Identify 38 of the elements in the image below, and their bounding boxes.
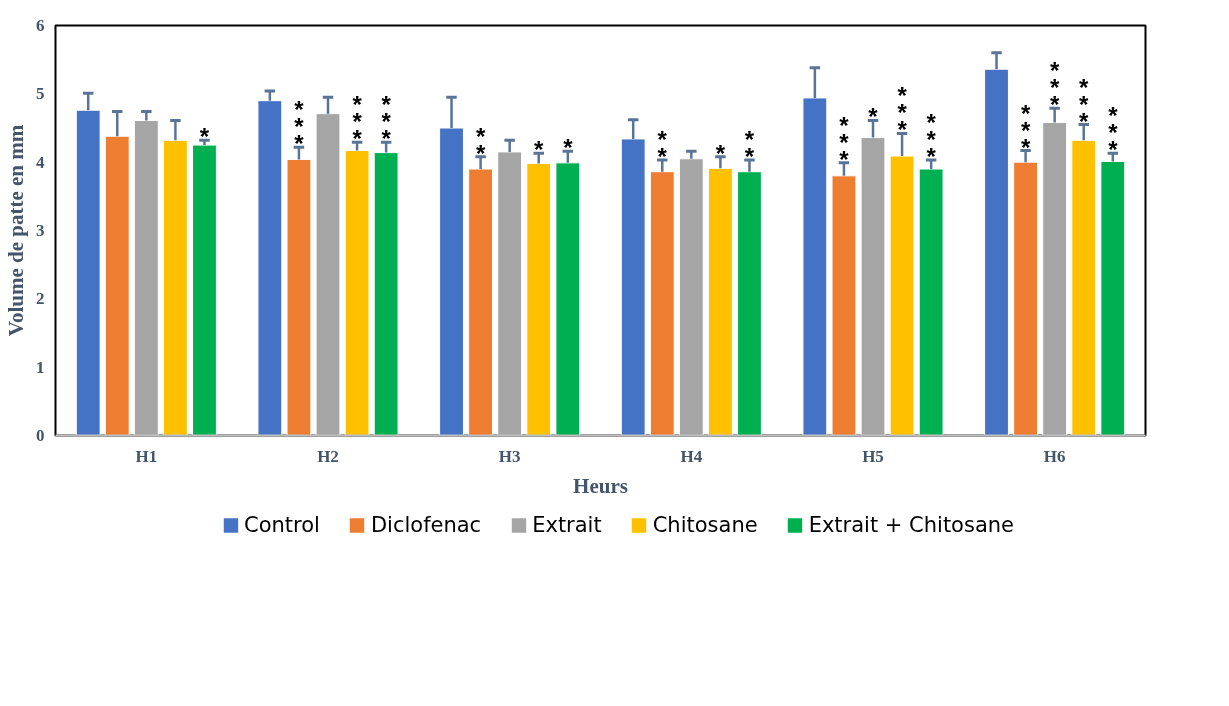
- legend-label: Extrait: [532, 513, 602, 537]
- data-label: *: [199, 123, 210, 151]
- data-label: ***: [1050, 57, 1060, 119]
- data-label: ***: [294, 96, 305, 158]
- data-label: * **: [1020, 99, 1031, 161]
- legend-label: Control: [243, 513, 320, 537]
- data-label: *: [868, 103, 879, 131]
- data-label: ** *: [381, 91, 392, 153]
- data-label: **: [744, 126, 755, 171]
- data-label: * **: [926, 109, 937, 171]
- y-tick-label: 5: [36, 84, 45, 104]
- data-label: **: [475, 122, 486, 167]
- data-label: **: [657, 126, 668, 171]
- y-tick-label: 3: [36, 221, 45, 240]
- data-label: *: [534, 136, 545, 164]
- x-tick-label: H1: [135, 446, 158, 466]
- y-tick-label: 0: [36, 426, 45, 445]
- data-label: ** *: [1108, 102, 1119, 164]
- data-label: *: [563, 134, 574, 162]
- x-tick-label: H3: [498, 446, 521, 466]
- y-tick-label: 2: [36, 289, 45, 309]
- x-tick-label: H6: [1043, 446, 1066, 466]
- y-tick-label: 4: [36, 152, 45, 172]
- data-label: * **: [839, 111, 850, 173]
- x-tick-label: H4: [680, 446, 703, 466]
- x-tick-label: H5: [862, 446, 884, 466]
- y-tick-label: 1: [36, 357, 45, 377]
- data-label: *: [715, 139, 726, 167]
- data-label: ***: [352, 91, 363, 153]
- legend-label: Chitosane: [652, 513, 758, 537]
- x-axis-title: Heurs: [573, 473, 628, 498]
- legend-label: Extrait + Chitosane: [808, 513, 1015, 537]
- data-label: ** *: [897, 82, 908, 144]
- y-axis-title: Volume de patte en mm: [4, 124, 28, 337]
- legend-label: Diclofenac: [370, 513, 482, 537]
- data-label: ** *: [1079, 73, 1090, 135]
- y-tick-label: 6: [36, 16, 45, 35]
- x-tick-label: H2: [317, 446, 339, 466]
